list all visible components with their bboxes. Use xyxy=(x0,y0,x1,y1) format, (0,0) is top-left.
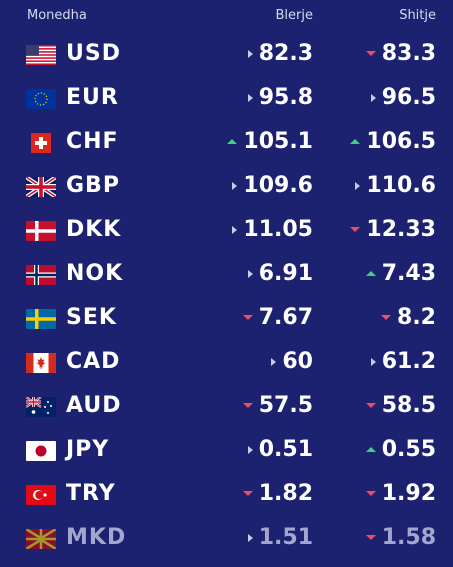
trend-up-icon xyxy=(365,447,376,452)
trend-down-icon xyxy=(242,491,253,496)
buy-rate: 1.51 xyxy=(247,525,313,550)
rate-row-nok: NOK 6.91 7.43 xyxy=(0,253,453,297)
se-flag-icon xyxy=(26,309,56,329)
trend-down-icon xyxy=(242,315,253,320)
sell-rate: 7.43 xyxy=(365,261,436,286)
sell-rate: 1.58 xyxy=(365,525,436,550)
buy-rate: 57.5 xyxy=(242,393,313,418)
currency-code: NOK xyxy=(66,261,124,286)
rate-row-eur: EUR 95.8 96.5 xyxy=(0,77,453,121)
dk-flag-icon xyxy=(26,221,56,241)
rate-row-mkd: MKD 1.51 1.58 xyxy=(0,517,453,561)
currency-code: CAD xyxy=(66,349,121,374)
trend-down-icon xyxy=(381,315,392,320)
buy-rate: 7.67 xyxy=(242,305,313,330)
currency-code: TRY xyxy=(66,481,116,506)
trend-neutral-icon xyxy=(355,181,361,190)
rate-row-gbp: GBP 109.6 110.6 xyxy=(0,165,453,209)
trend-neutral-icon xyxy=(247,445,253,454)
table-header: Monedha Blerje Shitje xyxy=(0,0,453,30)
currency-code: EUR xyxy=(66,85,119,110)
rate-row-jpy: JPY 0.51 0.55 xyxy=(0,429,453,473)
trend-down-icon xyxy=(365,403,376,408)
trend-neutral-icon xyxy=(370,357,376,366)
no-flag-icon xyxy=(26,265,56,285)
currency-code: USD xyxy=(66,41,121,66)
rate-row-sek: SEK 7.67 8.2 xyxy=(0,297,453,341)
rate-row-cad: CAD 60 61.2 xyxy=(0,341,453,385)
currency-code: CHF xyxy=(66,129,119,154)
us-flag-icon xyxy=(26,45,56,65)
trend-neutral-icon xyxy=(247,269,253,278)
mk-flag-icon xyxy=(26,529,56,549)
trend-down-icon xyxy=(365,535,376,540)
rate-row-dkk: DKK 11.05 12.33 xyxy=(0,209,453,253)
buy-rate: 95.8 xyxy=(247,85,313,110)
eu-flag-icon xyxy=(26,89,56,109)
trend-neutral-icon xyxy=(232,225,238,234)
trend-neutral-icon xyxy=(247,93,253,102)
rate-row-chf: CHF 105.1 106.5 xyxy=(0,121,453,165)
buy-rate: 6.91 xyxy=(247,261,313,286)
sell-rate: 96.5 xyxy=(370,85,436,110)
tr-flag-icon xyxy=(26,485,56,505)
trend-up-icon xyxy=(227,139,238,144)
trend-up-icon xyxy=(350,139,361,144)
trend-down-icon xyxy=(242,403,253,408)
buy-column-header: Blerje xyxy=(275,8,313,23)
currency-code: AUD xyxy=(66,393,122,418)
currency-code: GBP xyxy=(66,173,120,198)
trend-up-icon xyxy=(365,271,376,276)
gb-flag-icon xyxy=(26,177,56,197)
trend-neutral-icon xyxy=(247,533,253,542)
buy-rate: 82.3 xyxy=(247,41,313,66)
sell-rate: 110.6 xyxy=(355,173,436,198)
sell-rate: 8.2 xyxy=(381,305,436,330)
buy-rate: 0.51 xyxy=(247,437,313,462)
rate-row-usd: USD 82.3 83.3 xyxy=(0,33,453,77)
currency-code: SEK xyxy=(66,305,117,330)
sell-rate: 106.5 xyxy=(350,129,436,154)
au-flag-icon xyxy=(26,397,56,417)
buy-rate: 60 xyxy=(271,349,313,374)
jp-flag-icon xyxy=(26,441,56,461)
buy-rate: 11.05 xyxy=(232,217,313,242)
sell-rate: 83.3 xyxy=(365,41,436,66)
buy-rate: 109.6 xyxy=(232,173,313,198)
sell-rate: 61.2 xyxy=(370,349,436,374)
trend-down-icon xyxy=(365,491,376,496)
currency-column-header: Monedha xyxy=(27,8,87,23)
trend-down-icon xyxy=(365,51,376,56)
sell-column-header: Shitje xyxy=(399,8,436,23)
trend-neutral-icon xyxy=(247,49,253,58)
sell-rate: 58.5 xyxy=(365,393,436,418)
rates-list: USD 82.3 83.3 EUR 95.8 96.5 xyxy=(0,33,453,561)
currency-code: DKK xyxy=(66,217,122,242)
ca-flag-icon xyxy=(26,353,56,373)
trend-down-icon xyxy=(350,227,361,232)
ch-flag-icon xyxy=(26,133,56,153)
sell-rate: 12.33 xyxy=(350,217,436,242)
currency-code: MKD xyxy=(66,525,127,550)
rate-row-aud: AUD 57.5 58.5 xyxy=(0,385,453,429)
currency-code: JPY xyxy=(66,437,110,462)
trend-neutral-icon xyxy=(232,181,238,190)
trend-neutral-icon xyxy=(271,357,277,366)
sell-rate: 1.92 xyxy=(365,481,436,506)
sell-rate: 0.55 xyxy=(365,437,436,462)
trend-neutral-icon xyxy=(370,93,376,102)
buy-rate: 105.1 xyxy=(227,129,313,154)
buy-rate: 1.82 xyxy=(242,481,313,506)
rate-row-try: TRY 1.82 1.92 xyxy=(0,473,453,517)
